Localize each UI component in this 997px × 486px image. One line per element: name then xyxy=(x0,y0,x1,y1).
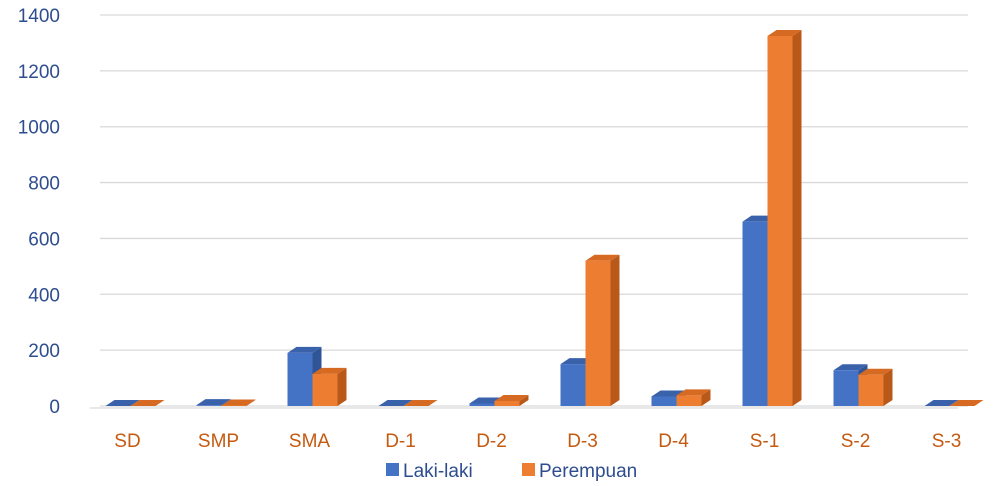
laki-laki-bar-sma-top xyxy=(287,346,322,353)
legend-laki-laki-label: Laki-laki xyxy=(403,461,473,482)
perempuan-bar-smp-top xyxy=(221,399,256,406)
perempuan-bar-s-2 xyxy=(858,374,884,406)
perempuan-bar-d-3-top xyxy=(585,254,620,261)
perempuan-bar-s-2-side xyxy=(883,368,893,406)
legend-laki-laki-swatch xyxy=(386,463,399,476)
laki-laki-bar-d-4 xyxy=(651,396,677,406)
laki-laki-bar-smp xyxy=(196,405,222,406)
x-tick-label: D-1 xyxy=(385,431,416,452)
perempuan-bar-d-4-top xyxy=(676,389,711,396)
perempuan-bar-d-3-side xyxy=(610,254,620,406)
laki-laki-bar-s-2-top xyxy=(833,364,868,371)
laki-laki-bar-s-1 xyxy=(742,221,768,406)
laki-laki-bar-smp-top xyxy=(196,399,231,406)
laki-laki-bar-d-4-top xyxy=(651,390,686,397)
perempuan-bar-d-1-top xyxy=(403,400,438,406)
x-tick-label: S-2 xyxy=(841,431,871,452)
perempuan-bar-smp-side xyxy=(246,399,256,406)
x-tick-label: S-1 xyxy=(750,431,780,452)
x-tick-label: SMA xyxy=(289,431,331,452)
perempuan-bar-s-1 xyxy=(767,35,793,406)
perempuan-bar-s-2-top xyxy=(858,368,893,375)
laki-laki-bar-s-3-top xyxy=(924,400,959,406)
y-tick-label: 1200 xyxy=(18,62,60,83)
legend-perempuan-label: Perempuan xyxy=(539,461,637,482)
laki-laki-bar-d-3 xyxy=(560,364,586,406)
x-tick-label: D-2 xyxy=(476,431,507,452)
legend-perempuan-swatch xyxy=(522,463,535,476)
perempuan-bar-d-4-side xyxy=(701,389,711,406)
perempuan-bar-sma-side xyxy=(337,367,347,406)
laki-laki-bar-d-1-top xyxy=(378,400,413,406)
perempuan-bar-sd-top xyxy=(130,400,165,406)
laki-laki-bar-d-2 xyxy=(469,403,495,406)
y-tick-label: 1400 xyxy=(18,6,60,27)
perempuan-bar-sma xyxy=(312,373,338,406)
perempuan-bar-d-3 xyxy=(585,260,611,406)
perempuan-bar-s-1-side xyxy=(792,29,802,406)
perempuan-bar-sma-top xyxy=(312,367,347,374)
perempuan-bar-smp xyxy=(221,405,247,406)
x-tick-label: SMP xyxy=(198,431,239,452)
x-tick-label: SD xyxy=(114,431,140,452)
y-tick-label: 0 xyxy=(49,397,60,418)
y-tick-label: 400 xyxy=(28,285,60,306)
laki-laki-bar-s-2 xyxy=(833,370,859,406)
laki-laki-bar-sd-top xyxy=(105,400,140,406)
y-tick-label: 600 xyxy=(28,229,60,250)
x-tick-label: D-3 xyxy=(567,431,598,452)
x-tick-label: D-4 xyxy=(658,431,689,452)
perempuan-bar-d-2-top xyxy=(494,394,529,401)
perempuan-bar-d-2-side xyxy=(519,394,529,406)
y-tick-label: 800 xyxy=(28,174,60,195)
perempuan-bar-d-4 xyxy=(676,395,702,406)
laki-laki-bar-sma xyxy=(287,352,313,406)
perempuan-bar-s-1-top xyxy=(767,29,802,36)
y-tick-label: 1000 xyxy=(18,118,60,139)
perempuan-bar-d-2 xyxy=(494,400,520,406)
x-tick-label: S-3 xyxy=(932,431,962,452)
y-tick-label: 200 xyxy=(28,341,60,362)
perempuan-bar-s-3-top xyxy=(949,400,984,406)
